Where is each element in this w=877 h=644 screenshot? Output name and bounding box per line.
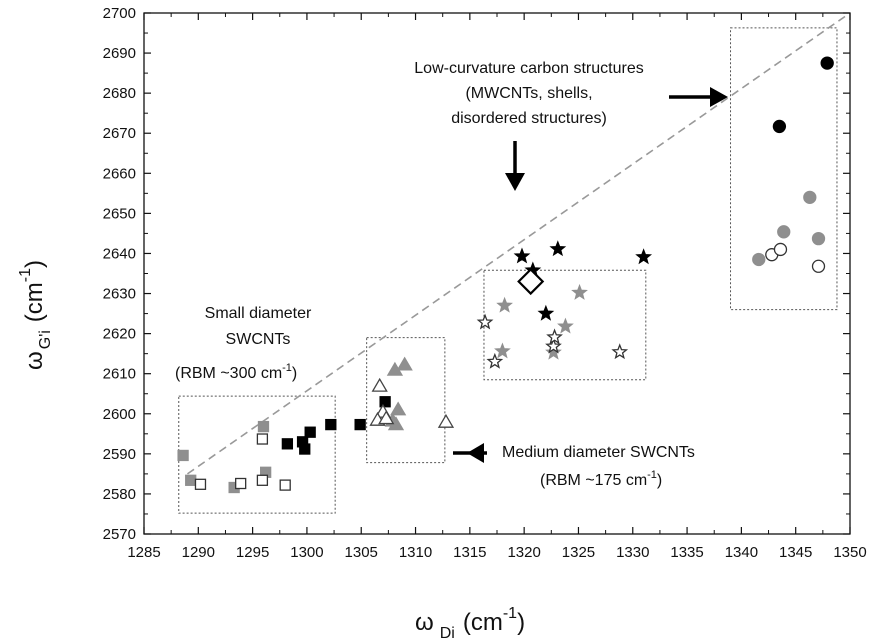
star-point xyxy=(513,247,531,264)
y-tick-label: 2580 xyxy=(103,486,136,503)
star-point xyxy=(545,343,562,360)
star-point xyxy=(486,352,504,369)
region-box-high xyxy=(730,27,838,311)
star-point xyxy=(545,337,562,354)
y-tick-label: 2610 xyxy=(103,366,136,383)
square-point xyxy=(281,438,294,450)
square-point xyxy=(185,474,197,486)
x-tick-label: 1320 xyxy=(507,544,540,561)
arrow-down-icon xyxy=(505,141,525,191)
x-tick-label: 1325 xyxy=(562,544,595,561)
annotation-low-curvature-line3: disordered structures) xyxy=(451,110,607,127)
axis-ticks: 1285 1290 1295 1300 1305 1310 1315 1320 1325 1330… xyxy=(103,5,867,561)
y-tick-label: 2570 xyxy=(103,526,136,543)
star-point xyxy=(557,317,574,334)
y-tick-label: 2660 xyxy=(103,165,136,182)
y-axis-label: ωG'i(cm-1) xyxy=(17,260,54,370)
x-axis-label: ω Di (cm-1) xyxy=(415,605,525,642)
y-tick-label: 2650 xyxy=(103,205,136,222)
reference-line xyxy=(186,12,851,475)
circle-point xyxy=(811,231,826,246)
star-point xyxy=(476,313,494,330)
x-tick-label: 1315 xyxy=(453,544,486,561)
arrow-left-icon xyxy=(453,443,487,463)
region-box-small xyxy=(178,395,336,514)
triangle-point xyxy=(437,413,455,428)
square-point xyxy=(257,420,270,433)
x-tick-label: 1300 xyxy=(290,544,323,561)
circle-point xyxy=(773,242,788,257)
triangle-point xyxy=(371,377,388,392)
star-point xyxy=(549,240,567,257)
annotation-small-line3: (RBM ~300 cm-1) xyxy=(175,362,297,382)
x-tick-label: 1335 xyxy=(670,544,703,561)
star-point xyxy=(546,328,563,345)
x-tick-label: 1295 xyxy=(236,544,269,561)
star-point xyxy=(635,248,653,265)
star-point xyxy=(494,342,511,359)
annotation-small-line2: SWCNTs xyxy=(226,331,291,348)
square-point xyxy=(379,396,391,408)
square-point xyxy=(354,418,366,431)
arrow-right-icon xyxy=(669,87,728,107)
square-point xyxy=(256,474,269,486)
circle-point xyxy=(820,56,834,70)
circle-point xyxy=(803,190,817,205)
x-tick-label: 1285 xyxy=(127,544,160,561)
square-point xyxy=(299,443,311,455)
x-tick-label: 1305 xyxy=(345,544,378,561)
y-tick-label: 2630 xyxy=(103,286,136,303)
triangle-point xyxy=(396,356,413,371)
star-point xyxy=(611,343,629,360)
square-point xyxy=(304,426,316,438)
y-tick-label: 2690 xyxy=(103,45,136,62)
x-tick-label: 1345 xyxy=(779,544,812,561)
region-box-low-curvature xyxy=(483,269,647,381)
x-tick-label: 1330 xyxy=(616,544,649,561)
region-box-medium xyxy=(366,337,446,464)
x-tick-label: 1290 xyxy=(182,544,215,561)
star-point xyxy=(537,304,555,321)
annotation-small-line1: Small diameter xyxy=(205,305,312,322)
triangle-point xyxy=(378,410,395,425)
annotation-low-curvature-line2: (MWCNTs, shells, xyxy=(465,85,592,102)
y-tick-label: 2700 xyxy=(103,5,136,22)
y-tick-label: 2670 xyxy=(103,125,136,142)
y-tick-label: 2620 xyxy=(103,326,136,343)
square-point xyxy=(256,433,269,445)
square-point xyxy=(279,479,291,491)
annotation-low-curvature-line1: Low-curvature carbon structures xyxy=(414,60,643,77)
annotation-medium-line1: Medium diameter SWCNTs xyxy=(502,444,695,461)
triangle-point xyxy=(390,401,407,416)
y-tick-label: 2640 xyxy=(103,245,136,262)
x-tick-label: 1340 xyxy=(725,544,758,561)
data-points xyxy=(177,56,834,494)
circle-point xyxy=(811,259,826,273)
y-tick-label: 2680 xyxy=(103,85,136,102)
star-point xyxy=(571,283,588,300)
x-tick-label: 1310 xyxy=(399,544,432,561)
circle-point xyxy=(777,225,791,239)
circle-point xyxy=(752,252,766,267)
square-point xyxy=(235,477,247,490)
y-tick-label: 2590 xyxy=(103,446,136,463)
square-point xyxy=(325,418,337,431)
annotation-medium-line2: (RBM ~175 cm-1) xyxy=(540,469,662,489)
star-point xyxy=(496,296,513,313)
diamond-point xyxy=(517,267,545,296)
circle-point xyxy=(772,119,787,134)
y-tick-label: 2600 xyxy=(103,406,136,423)
x-tick-label: 1350 xyxy=(833,544,866,561)
square-point xyxy=(194,478,207,490)
square-point xyxy=(177,449,189,462)
